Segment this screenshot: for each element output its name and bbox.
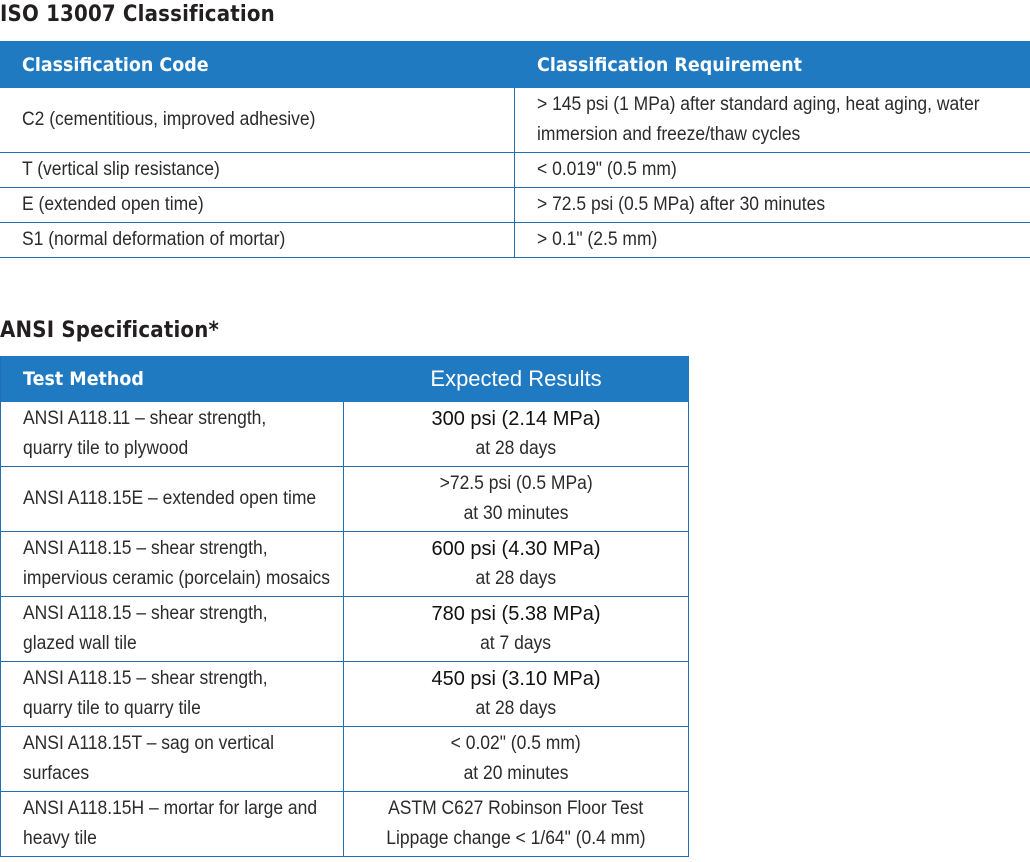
table-row: ANSI A118.15 – shear strength, impervious…: [0, 531, 689, 597]
table-row: ANSI A118.15H – mortar for large and heav…: [0, 791, 689, 857]
column-header-test-method: Test Method: [0, 356, 344, 402]
ansi-section-title: ANSI Specification*: [0, 318, 220, 343]
column-header-requirement: Classification Requirement: [514, 41, 1030, 88]
expected-result-cell: >72.5 psi (0.5 MPa) at 30 minutes: [343, 466, 689, 532]
test-method-cell: ANSI A118.11 – shear strength, quarry til…: [0, 402, 344, 467]
classification-code-cell: C2 (cementitious, improved adhesive): [0, 88, 515, 153]
test-method-cell: ANSI A118.15 – shear strength, impervious…: [0, 531, 344, 597]
test-method-cell: ANSI A118.15 – shear strength, quarry til…: [0, 661, 344, 727]
classification-requirement-cell: > 72.5 psi (0.5 MPa) after 30 minutes: [514, 187, 1030, 223]
column-header-expected-results: Expected Results: [343, 356, 689, 402]
ansi-specification-table: Test Method Expected Results ANSI A118.1…: [0, 356, 689, 857]
classification-code-cell: E (extended open time): [0, 187, 515, 223]
expected-result-cell: ASTM C627 Robinson Floor Test Lippage cha…: [343, 791, 689, 857]
iso-classification-table: Classification Code Classification Requi…: [0, 41, 1030, 258]
expected-result-cell: 780 psi (5.38 MPa) at 7 days: [343, 596, 689, 662]
classification-code-cell: S1 (normal deformation of mortar): [0, 222, 515, 258]
test-method-cell: ANSI A118.15H – mortar for large and heav…: [0, 791, 344, 857]
table-row: ANSI A118.15 – shear strength, glazed wal…: [0, 596, 689, 662]
table-row: ANSI A118.15E – extended open time >72.5…: [0, 466, 689, 532]
expected-result-cell: 600 psi (4.30 MPa) at 28 days: [343, 531, 689, 597]
test-method-cell: ANSI A118.15T – sag on vertical surfaces: [0, 726, 344, 792]
test-method-cell: ANSI A118.15E – extended open time: [0, 466, 344, 532]
expected-result-cell: < 0.02" (0.5 mm) at 20 minutes: [343, 726, 689, 792]
table-row: C2 (cementitious, improved adhesive) > 1…: [0, 88, 1030, 153]
iso-section-title: ISO 13007 Classification: [0, 2, 275, 27]
classification-code-cell: T (vertical slip resistance): [0, 152, 515, 188]
classification-requirement-cell: > 0.1" (2.5 mm): [514, 222, 1030, 258]
table-header-row: Test Method Expected Results: [0, 356, 689, 402]
table-row: ANSI A118.15T – sag on vertical surfaces …: [0, 726, 689, 792]
table-row: ANSI A118.15 – shear strength, quarry til…: [0, 661, 689, 727]
expected-result-cell: 450 psi (3.10 MPa) at 28 days: [343, 661, 689, 727]
table-row: E (extended open time) > 72.5 psi (0.5 M…: [0, 187, 1030, 223]
classification-requirement-cell: < 0.019" (0.5 mm): [514, 152, 1030, 188]
test-method-cell: ANSI A118.15 – shear strength, glazed wal…: [0, 596, 344, 662]
table-header-row: Classification Code Classification Requi…: [0, 41, 1030, 88]
expected-result-cell: 300 psi (2.14 MPa) at 28 days: [343, 402, 689, 467]
table-row: T (vertical slip resistance) < 0.019" (0…: [0, 152, 1030, 188]
column-header-code: Classification Code: [0, 41, 515, 88]
table-row: S1 (normal deformation of mortar) > 0.1"…: [0, 222, 1030, 258]
table-row: ANSI A118.11 – shear strength, quarry til…: [0, 402, 689, 467]
classification-requirement-cell: > 145 psi (1 MPa) after standard aging, …: [514, 88, 1030, 153]
